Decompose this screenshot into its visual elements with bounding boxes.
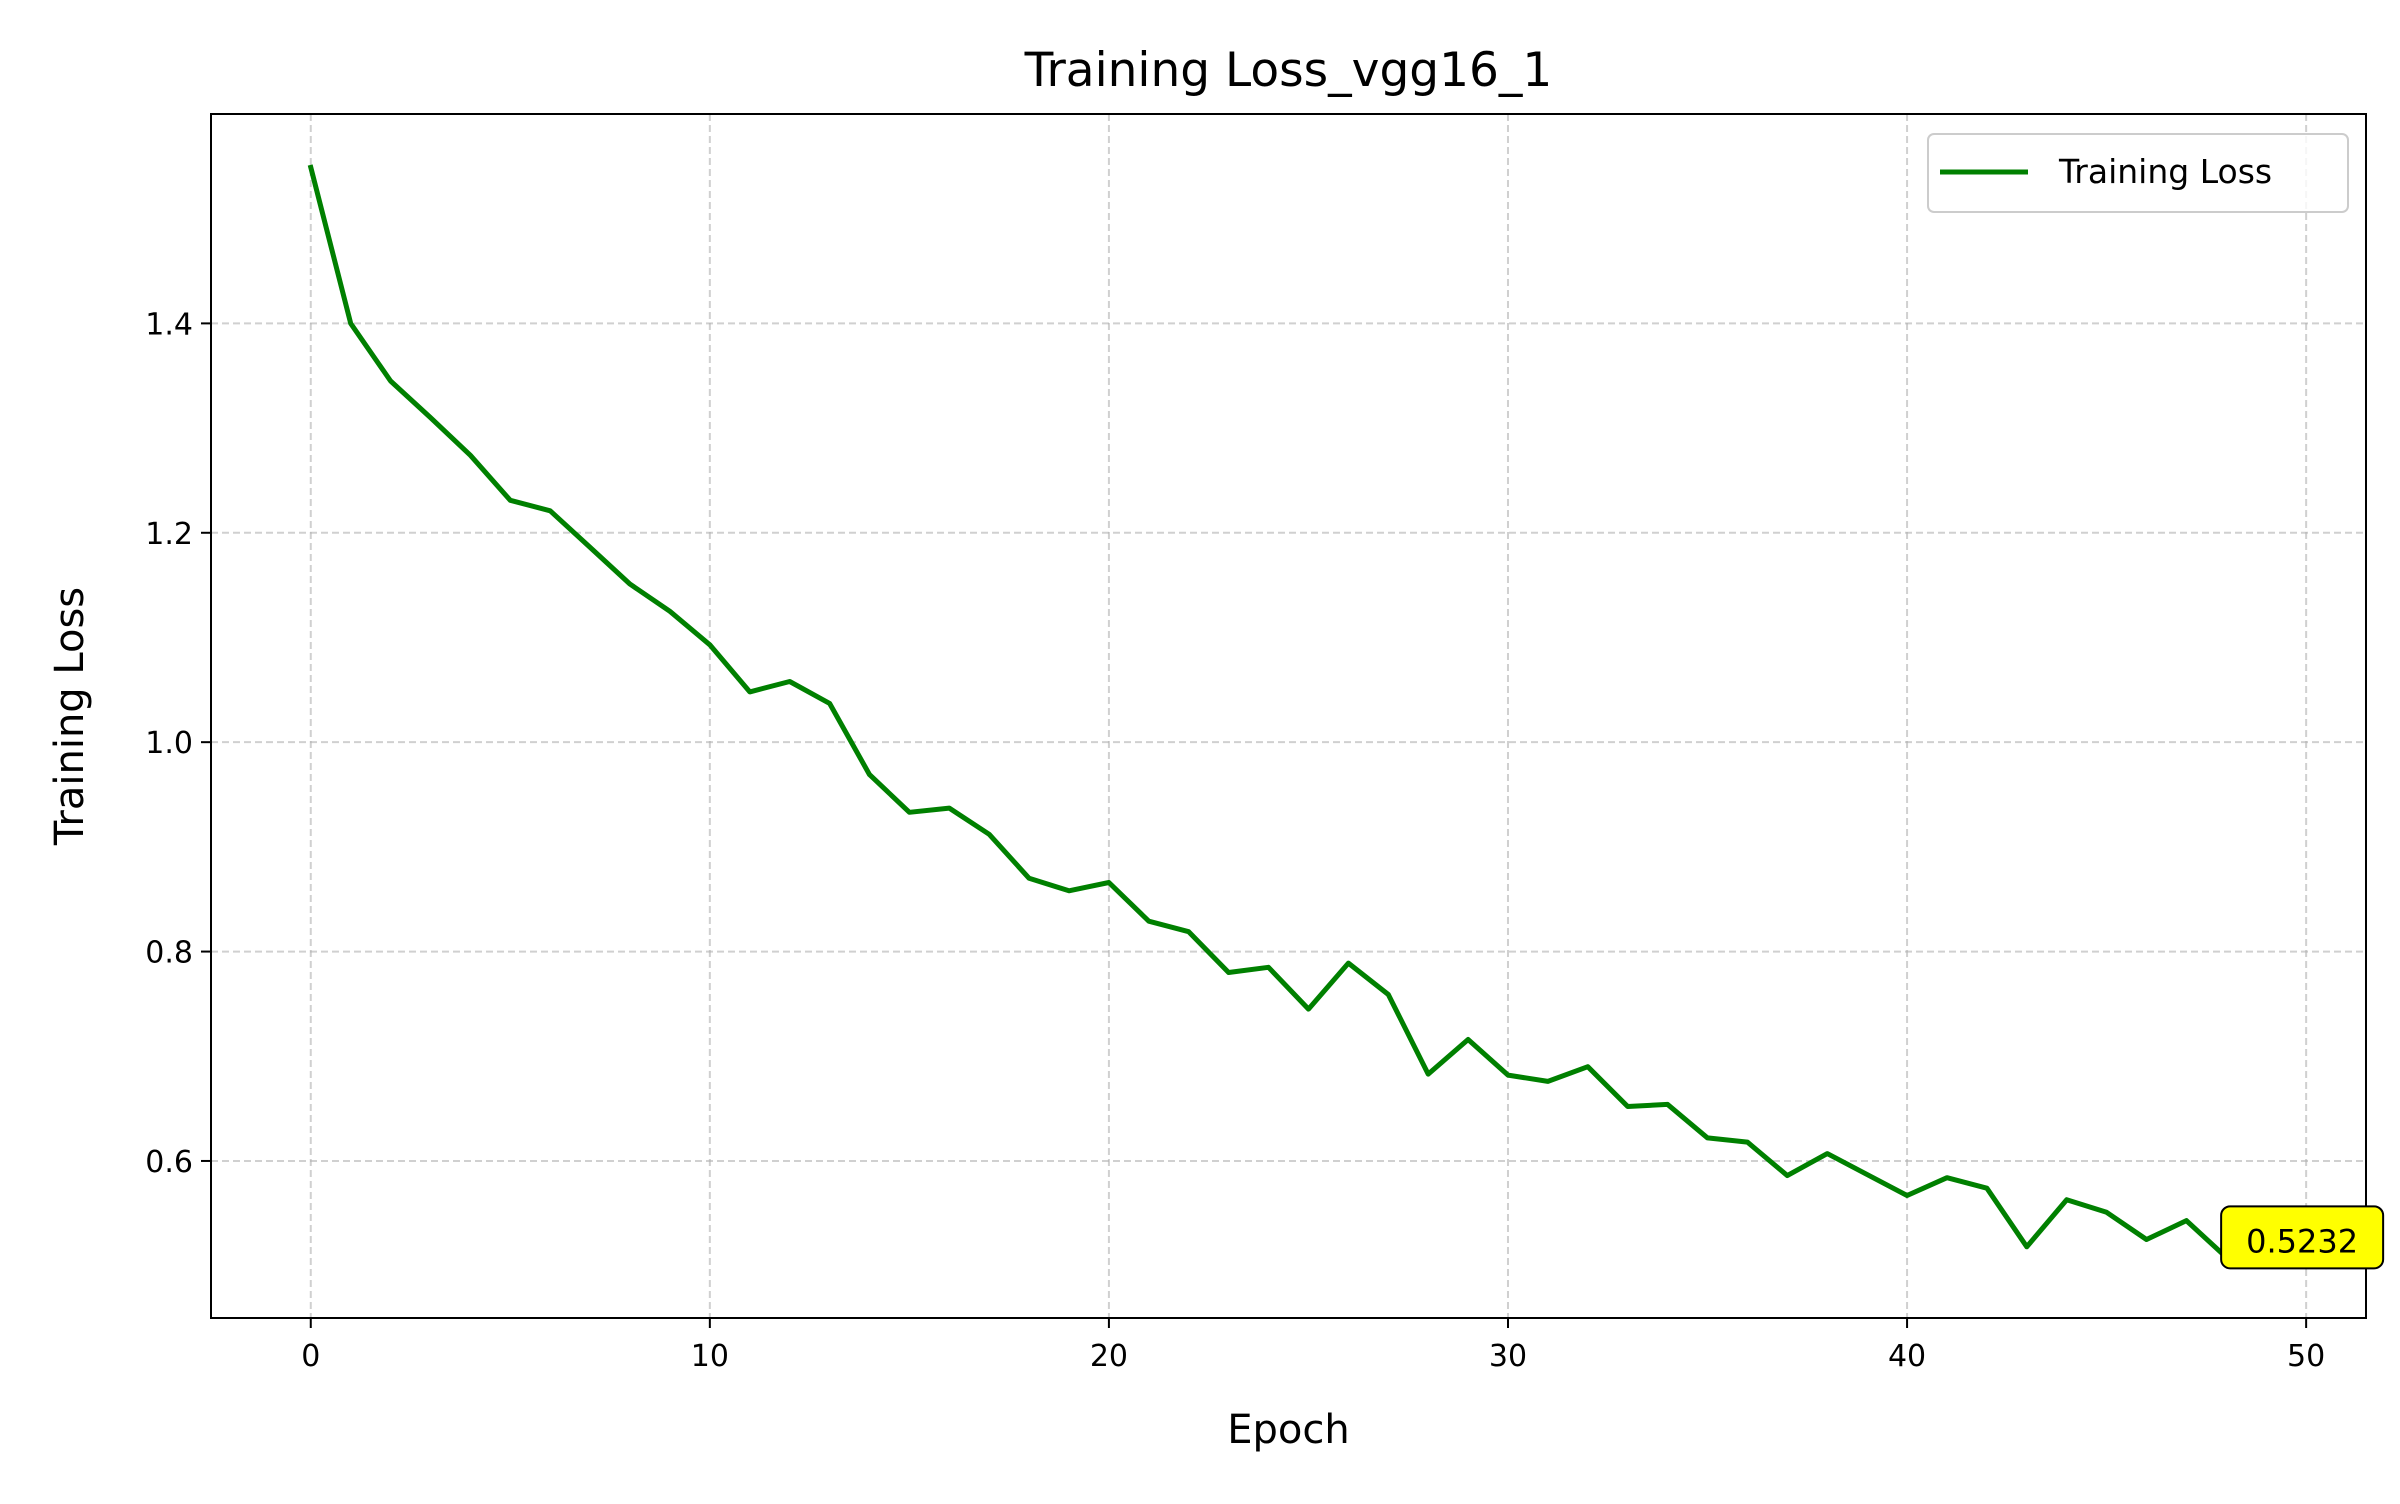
- x-tick-label: 40: [1888, 1339, 1926, 1374]
- x-tick-label: 10: [691, 1339, 729, 1374]
- annotation: 0.5232: [2220, 1205, 2385, 1270]
- y-tick-label: 0.6: [145, 1145, 193, 1180]
- chart-title: Training Loss_vgg16_1: [1024, 43, 1553, 98]
- series-layer: [307, 164, 2309, 1260]
- y-tick-label: 1.0: [145, 726, 193, 761]
- legend: Training Loss: [1927, 133, 2349, 213]
- x-axis-label: Epoch: [1227, 1407, 1349, 1453]
- x-tick-label: 0: [301, 1339, 320, 1374]
- y-tick-label: 0.8: [145, 936, 193, 971]
- x-tick-label: 30: [1489, 1339, 1527, 1374]
- final-value-annotation-box: [2220, 1205, 2385, 1270]
- series-line-training-loss: [307, 164, 2309, 1260]
- legend-box: [1927, 133, 2349, 213]
- y-tick-label: 1.2: [145, 517, 193, 552]
- y-axis-label: Training Loss: [47, 587, 93, 846]
- x-tick-label: 50: [2287, 1339, 2325, 1374]
- x-tick-label: 20: [1090, 1339, 1128, 1374]
- y-tick-label: 1.4: [145, 307, 193, 342]
- final-value-annotation-label: 0.5232: [2246, 1222, 2358, 1260]
- axis-ticks: 0 10 20 30 40 50 0.6 0.8 1.0 1.2 1.4: [145, 307, 2325, 1374]
- legend-label-training-loss: Training Loss: [2058, 152, 2272, 191]
- grid: [211, 114, 2366, 1318]
- plot-frame: [210, 113, 2367, 1319]
